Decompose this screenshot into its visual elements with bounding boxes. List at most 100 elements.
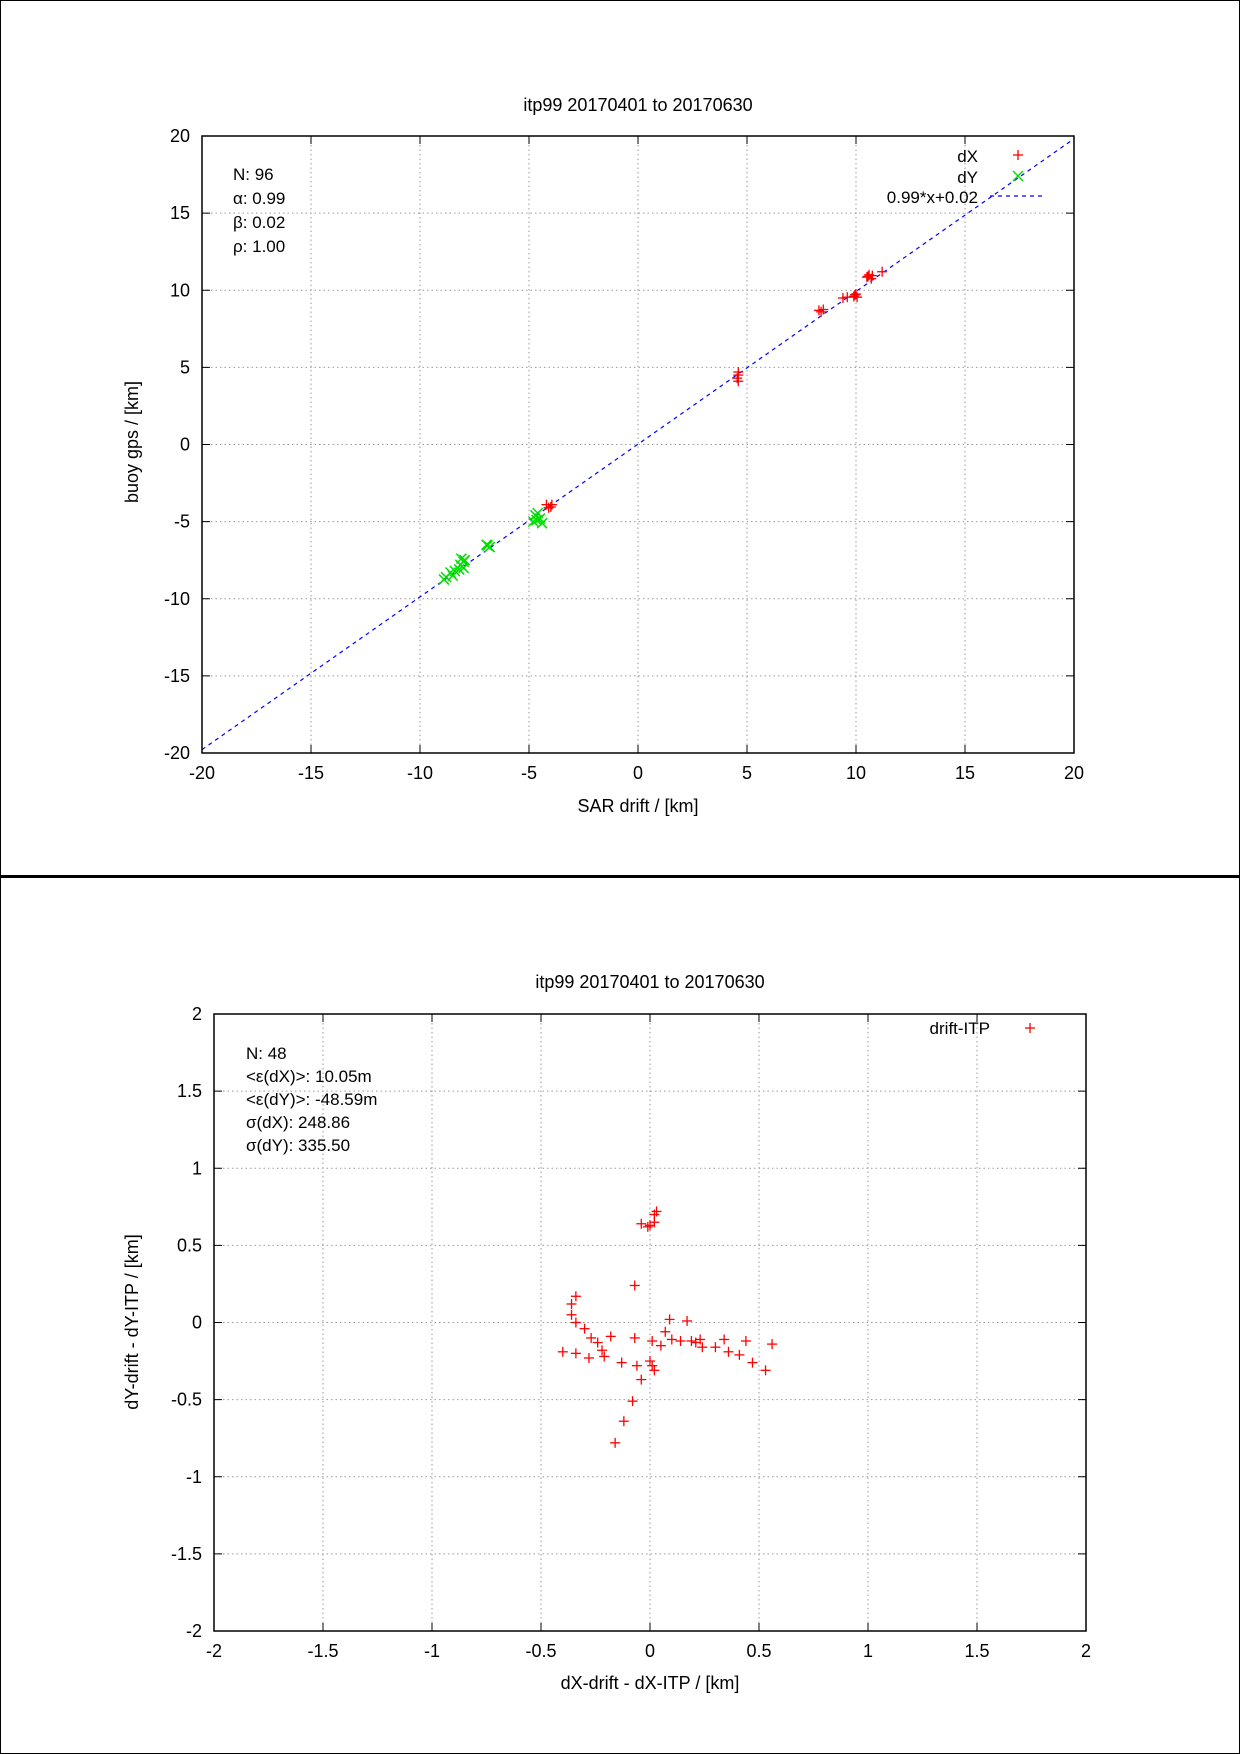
data-point-drift-itp — [645, 1356, 655, 1367]
data-point-dx — [546, 499, 557, 510]
data-point-drift-itp — [631, 1360, 642, 1371]
stat-mean-dx: <ε(dX)>: 10.05m — [246, 1067, 372, 1086]
stat-sigma-dy: σ(dY): 335.50 — [246, 1136, 350, 1155]
data-point-drift-itp — [695, 1334, 706, 1345]
data-point-drift-itp — [697, 1342, 708, 1353]
x-tick-label: -1.5 — [307, 1641, 338, 1661]
legend-marker-dy — [1012, 170, 1024, 182]
x-tick-label: -15 — [298, 763, 324, 783]
data-point-drift-itp — [592, 1337, 603, 1348]
y-tick-label: 0 — [192, 1313, 202, 1333]
data-point-dx — [545, 501, 556, 512]
y-tick-label: 0 — [180, 435, 190, 455]
data-point-drift-itp — [740, 1336, 751, 1347]
data-point-drift-itp — [610, 1437, 621, 1448]
x-tick-label: 0 — [633, 763, 643, 783]
legend-label-drift-itp: drift-ITP — [930, 1019, 990, 1038]
y-tick-label: 10 — [170, 280, 190, 300]
x-tick-label: 1 — [863, 1641, 873, 1661]
data-point-drift-itp — [666, 1334, 677, 1345]
data-point-drift-itp — [579, 1323, 590, 1334]
data-point-drift-itp — [583, 1352, 594, 1363]
data-point-drift-itp — [719, 1334, 730, 1345]
data-point-drift-itp — [629, 1332, 640, 1343]
data-point-dy — [531, 514, 543, 526]
grid — [202, 136, 1074, 753]
data-point-drift-itp — [767, 1339, 778, 1350]
data-point-dx — [862, 271, 873, 282]
data-point-drift-itp — [566, 1298, 577, 1309]
drift-scatter-chart: -20 -15 -10 -5 0 5 10 15 20 20151050-5-10-15-20 … — [122, 95, 1084, 816]
points-layer — [557, 1206, 778, 1448]
data-point-drift-itp — [618, 1416, 629, 1427]
y-tick-label: -5 — [174, 512, 190, 532]
y-tick-label: 0.5 — [177, 1235, 202, 1255]
data-point-dx — [816, 306, 827, 317]
data-point-dy — [527, 516, 539, 528]
legend-label-dx: dX — [957, 147, 978, 166]
stat-rho: ρ: 1.00 — [233, 237, 285, 256]
y-tick-label: 1.5 — [177, 1081, 202, 1101]
y-tick-label: 2 — [192, 1004, 202, 1024]
legend-marker-dx — [1013, 150, 1023, 160]
data-point-drift-itp — [629, 1280, 640, 1291]
data-point-drift-itp — [655, 1340, 666, 1351]
data-point-drift-itp — [616, 1357, 627, 1368]
data-point-dy — [449, 565, 461, 577]
data-point-drift-itp — [710, 1342, 721, 1353]
data-point-drift-itp — [675, 1336, 686, 1347]
data-point-dy — [480, 539, 493, 551]
stat-n: N: 96 — [233, 165, 274, 184]
y-axis-label: buoy gps / [km] — [122, 381, 142, 503]
y-tick-labels: 20 15 10 5 0 -5 -10 -15 -20 — [164, 126, 190, 763]
x-tick-label: 2 — [1081, 1641, 1091, 1661]
fit-line-layer — [201, 138, 1075, 751]
x-tick-label: -20 — [189, 763, 215, 783]
x-tick-label: -1 — [424, 1641, 440, 1661]
data-point-drift-itp — [747, 1357, 758, 1368]
legend-marks — [990, 150, 1046, 197]
y-tick-label: -20 — [164, 743, 190, 763]
legend-marks — [1025, 1023, 1035, 1033]
y-tick-label: -2 — [186, 1621, 202, 1641]
data-point-dx — [849, 289, 860, 300]
grid — [214, 1014, 1086, 1631]
data-point-dx — [842, 292, 853, 303]
data-point-drift-itp — [570, 1348, 581, 1359]
data-point-drift-itp — [627, 1396, 638, 1407]
data-point-drift-itp — [686, 1336, 697, 1347]
data-point-drift-itp — [642, 1221, 653, 1232]
x-tick-label: 1.5 — [964, 1641, 989, 1661]
stat-sigma-dx: σ(dX): 248.86 — [246, 1113, 350, 1132]
data-point-drift-itp — [570, 1317, 581, 1328]
data-point-drift-itp — [649, 1365, 660, 1376]
stats-box: N: 48 <ε(dX)>: 10.05m <ε(dY)>: -48.59m σ… — [246, 1044, 377, 1155]
x-axis-label: SAR drift / [km] — [577, 796, 698, 816]
data-point-drift-itp — [570, 1291, 581, 1302]
y-tick-label: -1.5 — [171, 1544, 202, 1564]
data-point-drift-itp — [586, 1332, 597, 1343]
y-tick-label: 1 — [192, 1158, 202, 1178]
data-point-dx — [861, 272, 872, 283]
x-axis-label: dX-drift - dX-ITP / [km] — [561, 1673, 740, 1693]
chart-title: itp99 20170401 to 20170630 — [535, 972, 764, 992]
x-tick-label: -2 — [206, 1641, 222, 1661]
legend-marker-drift-itp — [1025, 1023, 1035, 1033]
data-point-drift-itp — [682, 1315, 693, 1326]
tick-marks — [213, 1013, 1087, 1632]
data-point-drift-itp — [664, 1314, 675, 1325]
data-point-drift-itp — [723, 1346, 734, 1357]
y-tick-label: -0.5 — [171, 1390, 202, 1410]
data-point-drift-itp — [599, 1351, 610, 1362]
stat-n: N: 48 — [246, 1044, 287, 1063]
legend-label-dy: dY — [957, 168, 978, 187]
fit-line — [201, 138, 1075, 751]
y-tick-label: 15 — [170, 203, 190, 223]
data-point-dx — [813, 305, 824, 316]
x-tick-labels: -20 -15 -10 -5 0 5 10 15 20 — [189, 763, 1084, 783]
data-point-dy — [459, 554, 471, 566]
y-axis-label: dY-drift - dY-ITP / [km] — [122, 1234, 142, 1409]
data-point-dx — [837, 292, 848, 303]
x-tick-labels: -2 -1.5 -1 -0.5 0 0.5 1 1.5 2 — [206, 1641, 1091, 1661]
chart-title: itp99 20170401 to 20170630 — [523, 95, 752, 115]
